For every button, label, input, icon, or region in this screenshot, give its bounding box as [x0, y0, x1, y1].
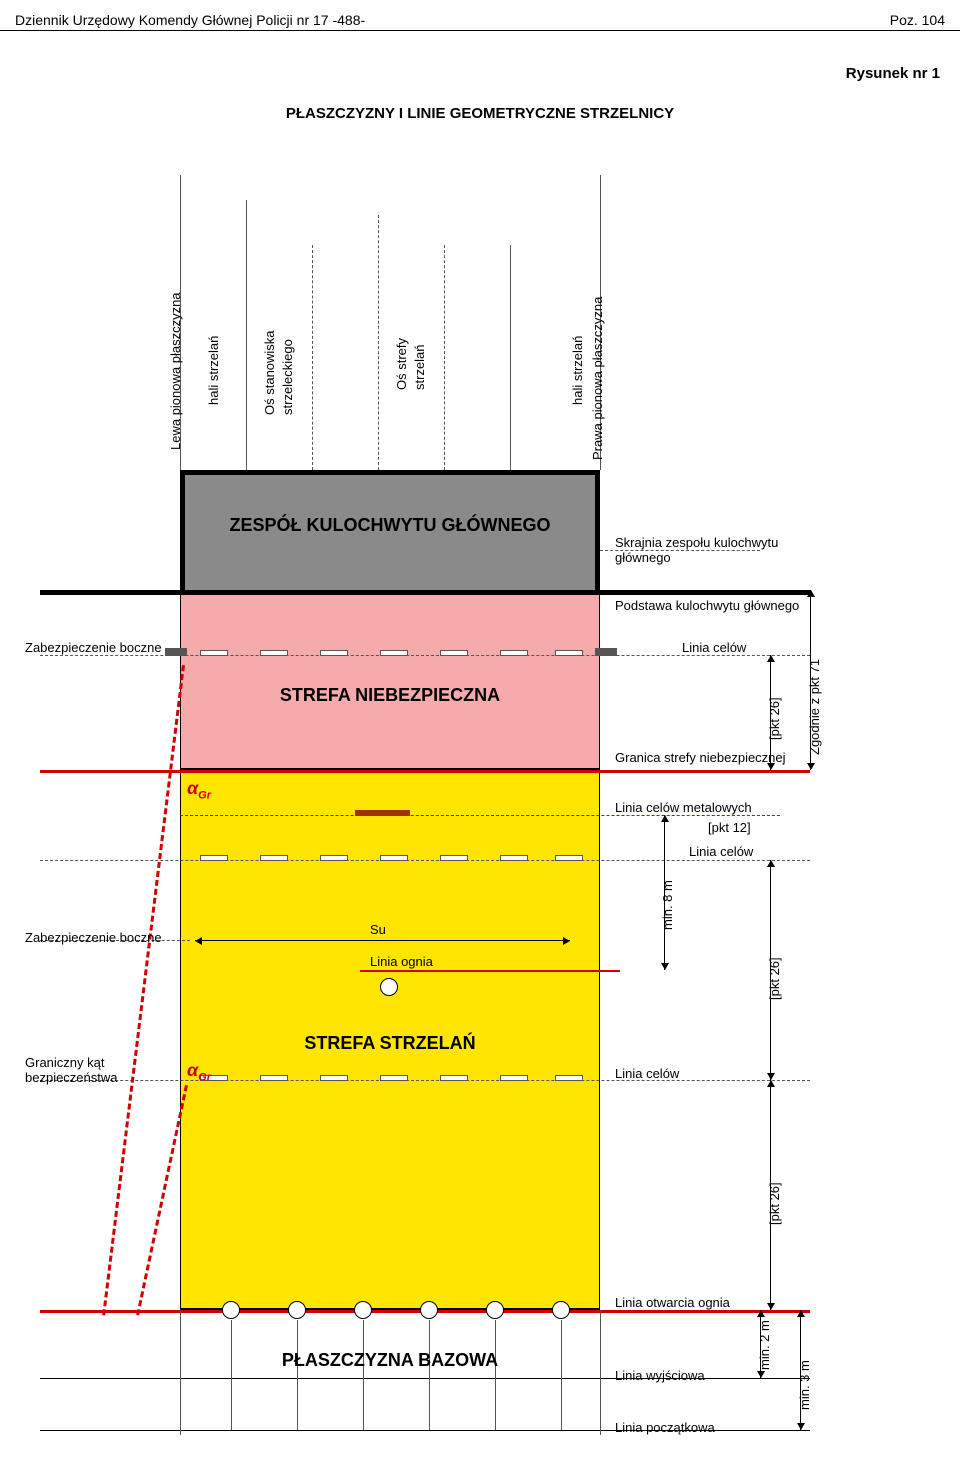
- hline-targets-1: [40, 655, 810, 656]
- label-granica: Granica strefy niebezpiecznej: [615, 750, 815, 765]
- vtext-min8: min. 8 m: [660, 880, 675, 930]
- label-linia-celow-3: Linia celów: [615, 1066, 679, 1081]
- tick-1-2: [260, 650, 288, 656]
- hline-targets-2: [40, 860, 810, 861]
- tick-2-5: [440, 855, 468, 861]
- tick-2-6: [500, 855, 528, 861]
- short-vline-6: [561, 1320, 562, 1430]
- zone-gray: ZESPÓŁ KULOCHWYTU GŁÓWNEGO: [180, 470, 600, 590]
- vline-os-strefy: [378, 215, 379, 470]
- header-rule: [0, 30, 960, 31]
- tick-1-6: [500, 650, 528, 656]
- hline-metal-targets: [180, 815, 780, 816]
- tick-2-3: [320, 855, 348, 861]
- circle-5: [486, 1301, 504, 1319]
- short-vline-5: [495, 1320, 496, 1430]
- vtext-pkt26-b: [pkt 26]: [767, 957, 782, 1000]
- label-otwarcia: Linia otwarcia ognia: [615, 1295, 745, 1310]
- label-metal: Linia celów metalowych: [615, 800, 752, 815]
- label-wyjsciowa: Linia wyjściowa: [615, 1368, 705, 1383]
- tick-1-4: [380, 650, 408, 656]
- tick-3-2: [260, 1075, 288, 1081]
- tick-2-1: [200, 855, 228, 861]
- zone-base-title: PŁASZCZYZNA BAZOWA: [180, 1350, 600, 1371]
- label-su: Su: [370, 922, 386, 937]
- label-linia-celow-1: Linia celów: [682, 640, 746, 655]
- vtext-os-stan-1: Oś stanowiska: [262, 330, 277, 415]
- zone-pink-title: STREFA NIEBEZPIECZNA: [181, 685, 599, 706]
- vtext-os-strefy-2: strzelań: [412, 344, 427, 390]
- arrow-su: [195, 940, 570, 941]
- circle-4: [420, 1301, 438, 1319]
- label-poczatkowa: Linia początkowa: [615, 1420, 715, 1435]
- vtext-pkt71: Zgodnie z pkt 71: [807, 659, 822, 755]
- short-vline-4: [429, 1320, 430, 1430]
- header-right: Poz. 104: [890, 12, 945, 28]
- alpha-2: αGr: [187, 1060, 211, 1084]
- tick-3-3: [320, 1075, 348, 1081]
- label-pkt12: [pkt 12]: [708, 820, 751, 835]
- circle-1: [222, 1301, 240, 1319]
- tick-side-r: [595, 648, 617, 656]
- header-left: Dziennik Urzędowy Komendy Głównej Policj…: [15, 12, 365, 28]
- short-vline-3: [363, 1320, 364, 1430]
- label-podstawa: Podstawa kulochwytu głównego: [615, 598, 815, 613]
- tick-3-6: [500, 1075, 528, 1081]
- fire-circle: [380, 978, 398, 996]
- vtext-min2: min. 2 m: [757, 1320, 772, 1370]
- label-gran-kat: Graniczny kąt bezpieczeństwa: [25, 1055, 155, 1085]
- tick-side-l: [165, 648, 187, 656]
- hline-targets-3: [40, 1080, 810, 1081]
- vtext-pkt26-a: [pkt 26]: [767, 697, 782, 740]
- short-vline-1: [231, 1320, 232, 1430]
- label-skrajnia: Skrajnia zespołu kulochwytu głównego: [615, 535, 815, 565]
- metal-target-bar: [355, 810, 410, 816]
- hline-pink-top: [40, 590, 810, 595]
- label-zab-2: Zabezpieczenie boczne: [25, 930, 162, 945]
- figure-title: PŁASZCZYZNY I LINIE GEOMETRYCZNE STRZELN…: [0, 105, 960, 122]
- vtext-left-plane-1: Lewa pionowa płaszczyzna: [168, 292, 183, 450]
- vline-dashed-1: [312, 245, 313, 470]
- tick-3-7: [555, 1075, 583, 1081]
- hall-right-below: [600, 1310, 601, 1435]
- tick-1-1: [200, 650, 228, 656]
- label-zab-1a: Zabezpieczenie boczne: [25, 640, 162, 655]
- zone-yellow: STREFA STRZELAŃ: [180, 770, 600, 1310]
- vtext-right-plane-2: hali strzelań: [570, 336, 585, 405]
- diag-1: [102, 665, 185, 1315]
- alpha-1: αGr: [187, 778, 211, 802]
- tick-1-5: [440, 650, 468, 656]
- short-vline-2: [297, 1320, 298, 1430]
- vtext-pkt26-c: [pkt 26]: [767, 1182, 782, 1225]
- zone-gray-title: ZESPÓŁ KULOCHWYTU GŁÓWNEGO: [185, 515, 595, 536]
- vtext-left-plane-2: hali strzelań: [206, 336, 221, 405]
- tick-2-4: [380, 855, 408, 861]
- diagram-area: Lewa pionowa płaszczyzna hali strzelań O…: [0, 150, 960, 1440]
- vline-stanowisko-1: [246, 200, 247, 470]
- vtext-right-plane-1: Prawa pionowa płaszczyzna: [590, 297, 605, 460]
- tick-3-4: [380, 1075, 408, 1081]
- vtext-os-stan-2: strzeleckiego: [280, 339, 295, 415]
- zone-pink: STREFA NIEBEZPIECZNA: [180, 590, 600, 770]
- tick-3-5: [440, 1075, 468, 1081]
- zone-yellow-title: STREFA STRZELAŃ: [181, 1033, 599, 1054]
- tick-1-3: [320, 650, 348, 656]
- hline-yellow-top: [40, 770, 810, 773]
- figure-caption: Rysunek nr 1: [846, 65, 940, 82]
- vtext-os-strefy-1: Oś strefy: [394, 338, 409, 390]
- tick-2-2: [260, 855, 288, 861]
- vline-dashed-2: [444, 245, 445, 470]
- circle-6: [552, 1301, 570, 1319]
- label-linia-celow-2: Linia celów: [689, 844, 753, 859]
- circle-3: [354, 1301, 372, 1319]
- circle-2: [288, 1301, 306, 1319]
- vtext-min3: min. 3 m: [797, 1360, 812, 1410]
- vline-stanowisko-2: [510, 245, 511, 470]
- tick-2-7: [555, 855, 583, 861]
- tick-1-7: [555, 650, 583, 656]
- label-linia-ognia: Linia ognia: [370, 954, 433, 969]
- hall-left-below: [180, 1310, 181, 1435]
- hline-fire-line: [360, 970, 620, 972]
